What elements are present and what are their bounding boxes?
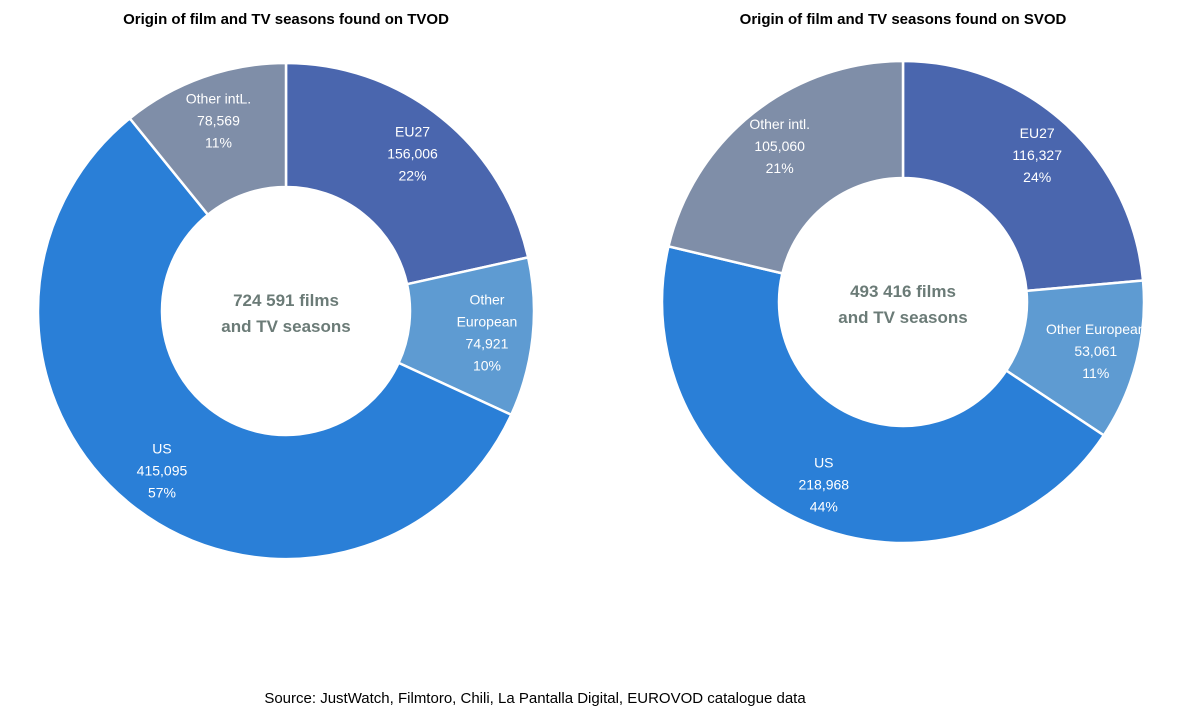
slice-label: US bbox=[152, 441, 171, 457]
center-total-label: 493 416 films bbox=[850, 282, 956, 301]
slice-label: European bbox=[457, 314, 518, 330]
center-total-label: and TV seasons bbox=[221, 317, 350, 336]
slice-percent: 11% bbox=[1082, 365, 1109, 381]
slice-value: 74,921 bbox=[466, 336, 509, 352]
slice-value: 78,569 bbox=[197, 112, 240, 128]
slice-value: 156,006 bbox=[387, 145, 438, 161]
slice-label: Other intl. bbox=[749, 116, 810, 132]
slice-percent: 24% bbox=[1023, 169, 1051, 185]
slice-value: 218,968 bbox=[798, 476, 849, 492]
slice-label: EU27 bbox=[395, 123, 430, 139]
slice-percent: 11% bbox=[205, 134, 232, 150]
slice-label: Other European bbox=[1046, 321, 1146, 337]
donut-slice bbox=[284, 61, 530, 286]
donut-slice bbox=[667, 59, 905, 275]
slice-label: Other bbox=[469, 292, 504, 308]
chart-title: Origin of film and TV seasons found on T… bbox=[123, 11, 449, 28]
center-total-label: 724 591 films bbox=[233, 291, 339, 310]
donut-slice bbox=[128, 61, 288, 217]
slice-label: Other intL. bbox=[186, 90, 251, 106]
slice-value: 105,060 bbox=[754, 138, 805, 154]
source-note: Source: JustWatch, Filmtoro, Chili, La P… bbox=[264, 690, 806, 707]
slice-percent: 22% bbox=[399, 167, 427, 183]
slice-label: EU27 bbox=[1020, 125, 1055, 141]
donut-slice bbox=[36, 116, 513, 561]
slice-label: US bbox=[814, 454, 833, 470]
donut-slice bbox=[901, 59, 1145, 293]
slice-percent: 57% bbox=[148, 485, 176, 501]
chart-title: Origin of film and TV seasons found on S… bbox=[740, 11, 1067, 28]
slice-percent: 44% bbox=[810, 498, 838, 514]
slice-percent: 21% bbox=[766, 160, 794, 176]
slice-value: 415,095 bbox=[137, 463, 188, 479]
slice-value: 116,327 bbox=[1012, 147, 1062, 163]
slice-value: 53,061 bbox=[1074, 343, 1117, 359]
donut-slice bbox=[660, 244, 1106, 545]
center-total-label: and TV seasons bbox=[838, 308, 967, 327]
slice-percent: 10% bbox=[473, 358, 501, 374]
